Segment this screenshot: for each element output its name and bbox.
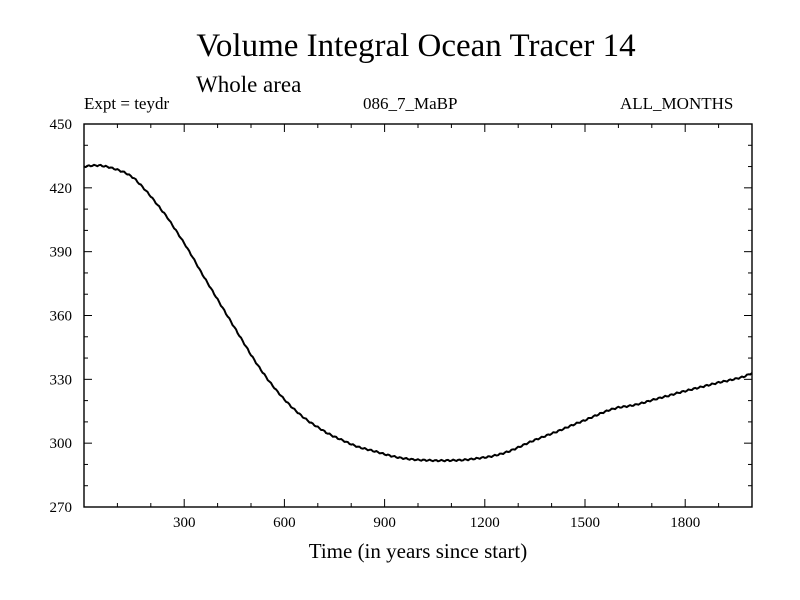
- x-tick-label: 1200: [470, 515, 500, 531]
- plot-frame: [83, 123, 753, 508]
- x-tick-label: 600: [273, 515, 296, 531]
- y-tick-label: 330: [50, 372, 73, 388]
- axis-ticks: [84, 124, 752, 507]
- x-axis-title: Time (in years since start): [309, 539, 528, 563]
- y-tick-label: 420: [50, 181, 73, 197]
- y-tick-label: 390: [50, 245, 73, 261]
- series-line: [83, 163, 753, 463]
- x-tick-label: 900: [373, 515, 396, 531]
- run-id-label: 086_7_MaBP: [363, 94, 458, 113]
- y-tick-label: 450: [50, 117, 73, 133]
- season-label: ALL_MONTHS: [620, 94, 734, 113]
- y-tick-label: 360: [50, 309, 73, 325]
- y-tick-label: 270: [50, 500, 73, 516]
- axis-tick-labels: 300 600 900 1200 1500 1800 270 300 330 360 390 420 4…: [50, 117, 701, 531]
- chart-title: Volume Integral Ocean Tracer 14: [196, 28, 636, 64]
- chart-subtitle: Whole area: [196, 72, 302, 97]
- x-tick-label: 1500: [570, 515, 600, 531]
- x-tick-label: 1800: [670, 515, 700, 531]
- x-tick-label: 300: [173, 515, 196, 531]
- experiment-label: Expt = teydr: [84, 94, 170, 113]
- y-tick-label: 300: [50, 436, 73, 452]
